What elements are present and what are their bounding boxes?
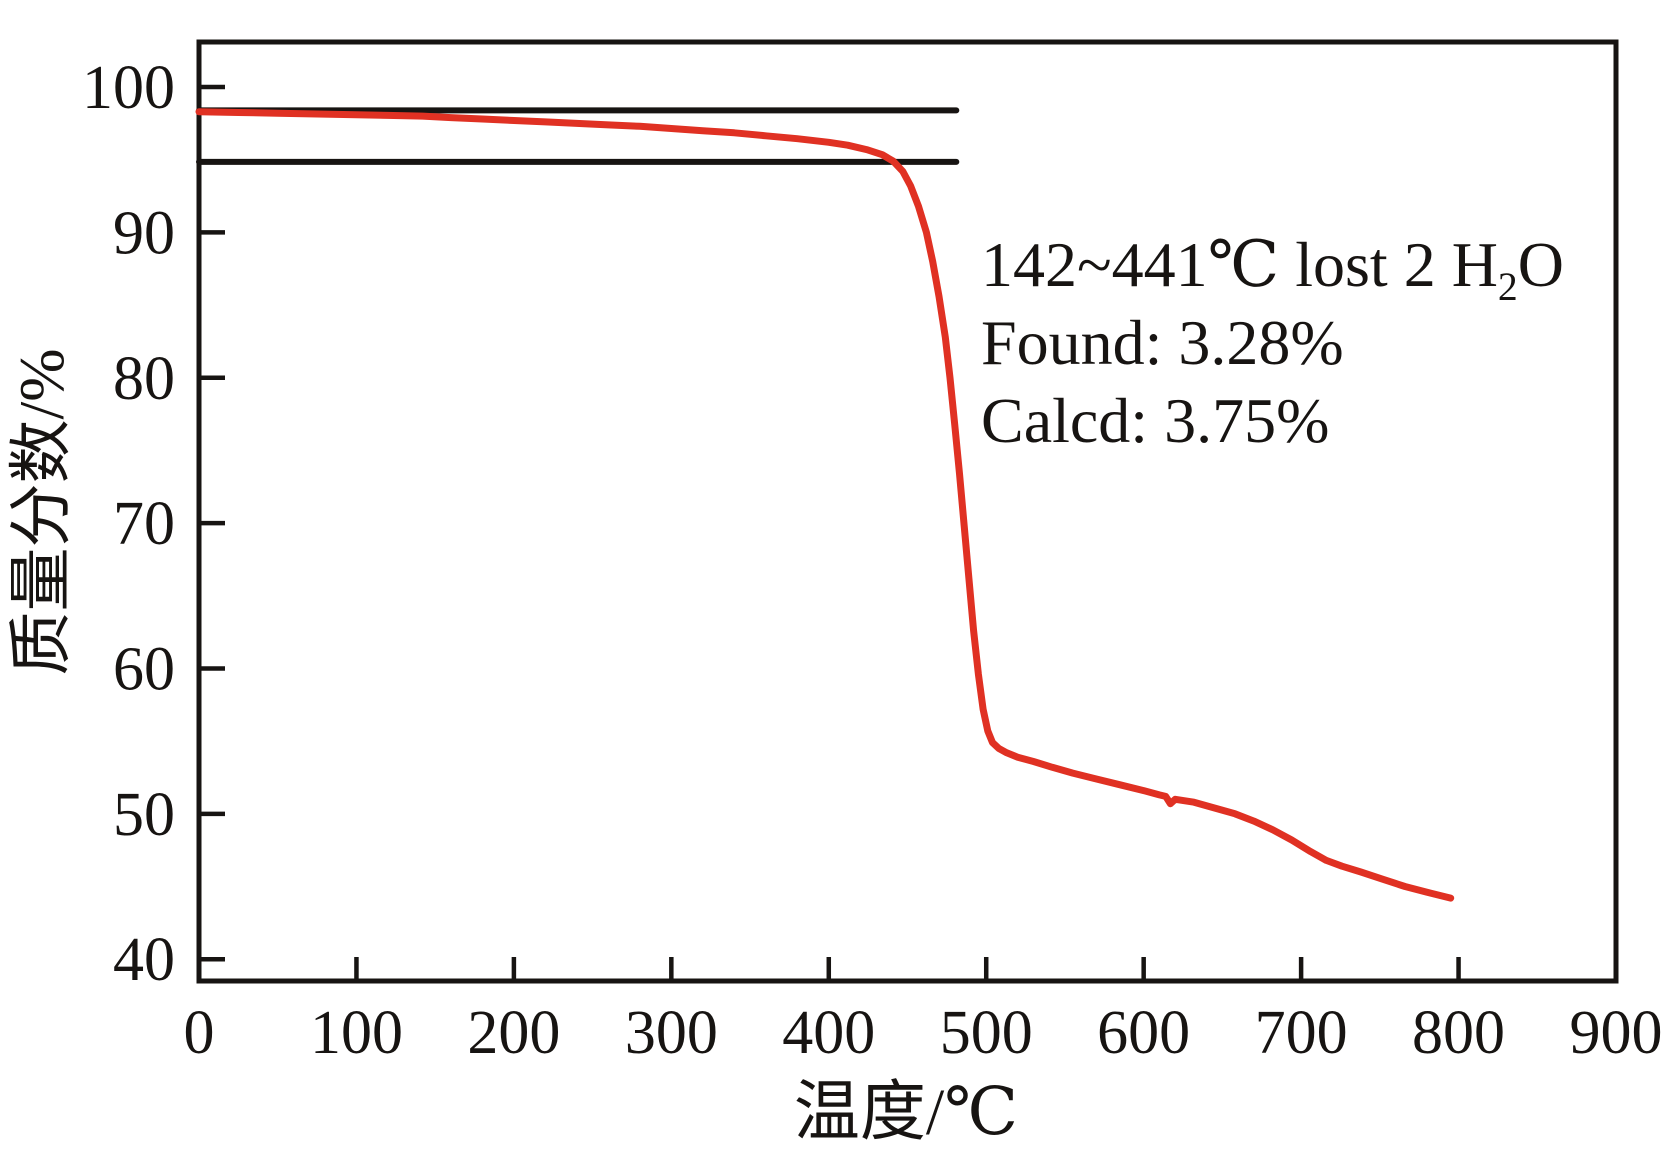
y-tick-label: 60 (113, 635, 175, 703)
x-tick-label: 100 (310, 999, 403, 1067)
y-tick-label: 100 (82, 54, 175, 122)
x-tick-label: 700 (1255, 999, 1348, 1067)
x-tick-label: 900 (1570, 999, 1663, 1067)
y-tick-label: 90 (113, 199, 175, 267)
annotation-line-2: Found: 3.28% (981, 307, 1344, 378)
annotation-block: 142~441℃ lost 2 H2O Found: 3.28% Calcd: … (981, 226, 1564, 460)
x-axis-title: 温度/℃ (793, 1076, 1019, 1149)
annotation-line1-text: 142~441℃ lost 2 H (981, 229, 1498, 300)
x-tick-label: 500 (940, 999, 1033, 1067)
x-tick-label: 600 (1097, 999, 1190, 1067)
annotation-line1-subscript: 2 (1497, 264, 1518, 309)
annotation-line1-end: O (1517, 229, 1564, 300)
y-axis-title: 质量分数/% (6, 348, 77, 676)
annotation-line-3: Calcd: 3.75% (981, 385, 1330, 456)
tga-curve (195, 108, 1455, 902)
annotation-line-1: 142~441℃ lost 2 H2O (981, 226, 1564, 307)
y-tick-label: 40 (113, 926, 175, 994)
x-tick-label: 200 (467, 999, 560, 1067)
plot-frame (196, 39, 1619, 984)
y-tick-label: 70 (113, 490, 175, 558)
y-tick-label: 50 (113, 781, 175, 849)
x-tick-label: 400 (782, 999, 875, 1067)
x-tick-label: 300 (625, 999, 718, 1067)
x-tick-label: 0 (184, 999, 215, 1067)
y-tick-label: 80 (113, 345, 175, 413)
x-tick-label: 800 (1412, 999, 1505, 1067)
